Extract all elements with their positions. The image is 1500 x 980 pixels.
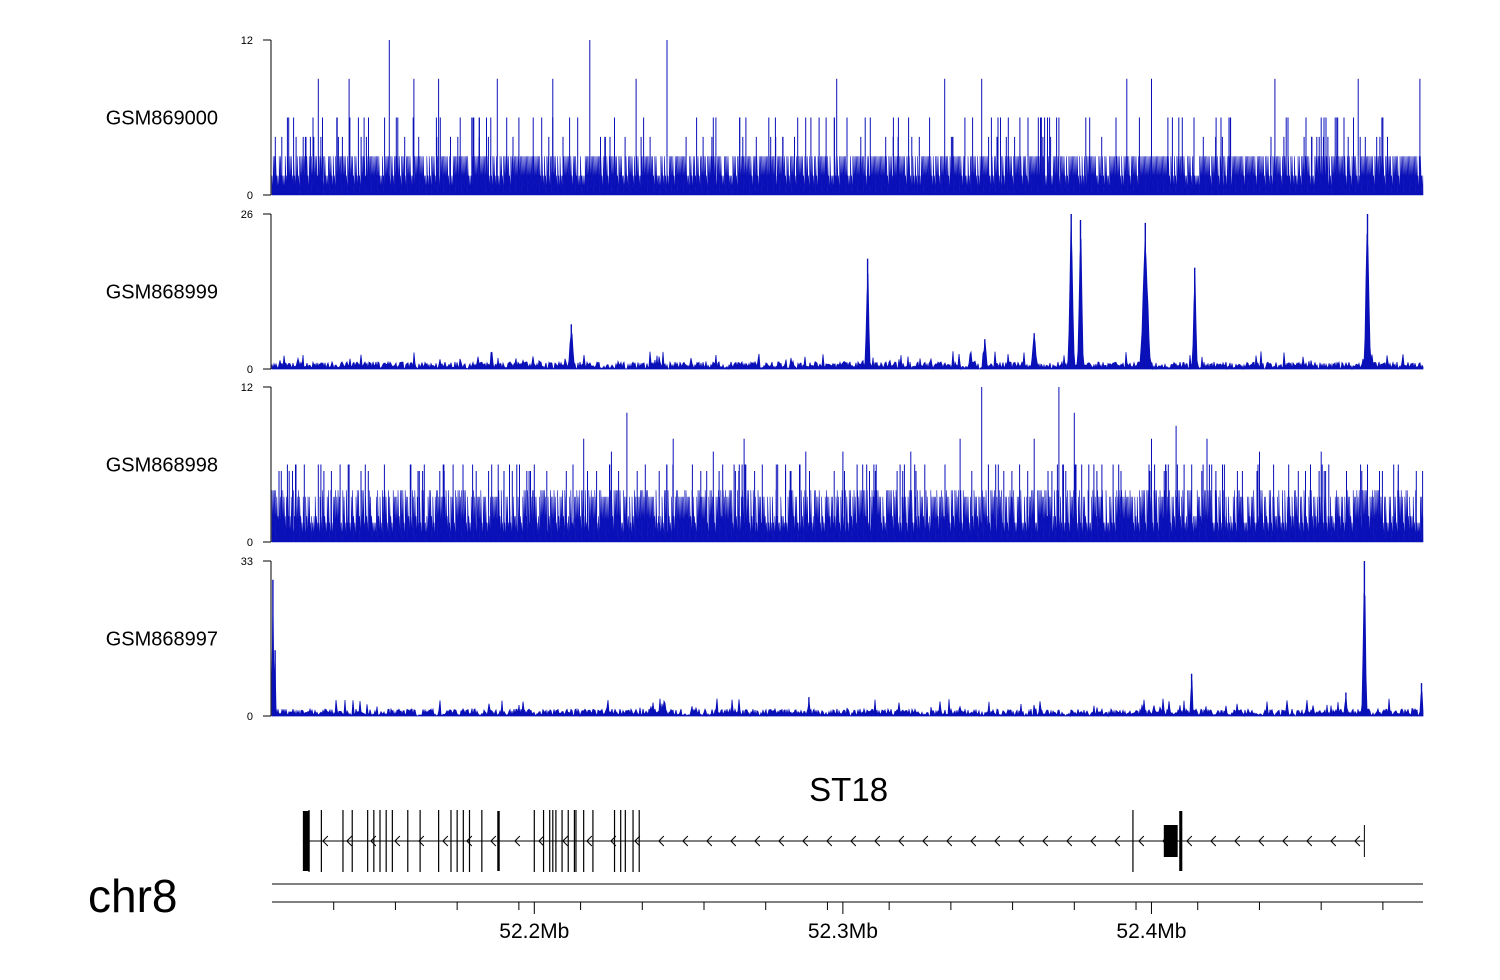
strand-arrow: [1018, 835, 1025, 847]
strand-arrow: [418, 835, 425, 847]
strand-arrow: [874, 835, 881, 847]
strand-arrow: [922, 835, 929, 847]
y-tick-label-max: 33: [241, 556, 253, 568]
track-GSM868999: GSM868999 26 0: [106, 209, 1424, 376]
y-tick-label-max: 12: [241, 35, 253, 47]
strand-arrow: [1330, 835, 1337, 847]
strand-arrow: [658, 835, 665, 847]
strand-arrow: [1090, 835, 1097, 847]
strand-arrow: [1186, 835, 1193, 847]
track-label: GSM868998: [106, 455, 218, 477]
strand-arrow: [1354, 835, 1361, 847]
signal-area: [271, 490, 1424, 543]
strand-arrow: [562, 835, 569, 847]
track-GSM869000: GSM869000 12 0: [106, 35, 1424, 202]
x-tick-label: 52.3Mb: [808, 920, 878, 943]
strand-arrow: [994, 835, 1001, 847]
strand-arrow: [322, 835, 329, 847]
strand-arrow: [466, 835, 473, 847]
x-tick-label: 52.4Mb: [1116, 920, 1186, 943]
x-tick-label: 52.2Mb: [499, 920, 569, 943]
strand-arrow: [1306, 835, 1313, 847]
y-tick-label-max: 12: [241, 382, 253, 394]
track-label: GSM868999: [106, 282, 218, 304]
strand-arrow: [730, 835, 737, 847]
y-tick-label-max: 26: [241, 209, 253, 221]
strand-arrow: [1042, 835, 1049, 847]
strand-arrow: [1282, 835, 1289, 847]
gene-name: ST18: [809, 771, 888, 808]
strand-arrow: [802, 835, 809, 847]
signal-tracks: GSM869000120GSM868999260GSM868998120GSM8…: [106, 35, 1424, 723]
strand-arrow: [538, 835, 545, 847]
track-label: GSM868997: [106, 629, 218, 651]
strand-arrow: [850, 835, 857, 847]
exon-thick: [1163, 825, 1178, 857]
strand-arrow: [586, 835, 593, 847]
y-tick-label-min: 0: [247, 364, 253, 376]
y-tick-label-min: 0: [247, 190, 253, 202]
strand-arrow: [970, 835, 977, 847]
strand-arrow: [826, 835, 833, 847]
signal-area: [271, 592, 1424, 718]
strand-arrow: [1234, 835, 1241, 847]
y-tick-label-min: 0: [247, 537, 253, 549]
exon-thick: [1179, 811, 1183, 871]
strand-arrow: [754, 835, 761, 847]
strand-arrow: [1114, 835, 1121, 847]
strand-arrow: [514, 835, 521, 847]
chromosome-label: chr8: [88, 870, 177, 922]
track-GSM868997: GSM868997 33 0: [106, 556, 1424, 723]
strand-arrow: [1066, 835, 1073, 847]
exon-thick: [497, 811, 500, 871]
strand-arrow: [946, 835, 953, 847]
strand-arrow: [490, 835, 497, 847]
signal-area: [271, 219, 1424, 371]
strand-arrow: [778, 835, 785, 847]
track-label: GSM869000: [106, 108, 218, 130]
strand-arrow: [1258, 835, 1265, 847]
strand-arrow: [1210, 835, 1217, 847]
strand-arrow: [346, 835, 353, 847]
track-GSM868998: GSM868998 12 0: [106, 382, 1424, 549]
strand-arrow: [898, 835, 905, 847]
gene-track: ST18: [302, 771, 1365, 872]
signal-area: [271, 156, 1424, 196]
chromosome-axis: chr8 52.2Mb 52.3Mb 52.4Mb: [88, 870, 1423, 943]
strand-arrow: [634, 835, 641, 847]
y-tick-label-min: 0: [247, 711, 253, 723]
strand-arrow: [1138, 835, 1145, 847]
strand-arrow: [682, 835, 689, 847]
strand-arrow: [394, 835, 401, 847]
strand-arrow: [706, 835, 713, 847]
exon-thick: [302, 811, 310, 871]
strand-arrow: [442, 835, 449, 847]
